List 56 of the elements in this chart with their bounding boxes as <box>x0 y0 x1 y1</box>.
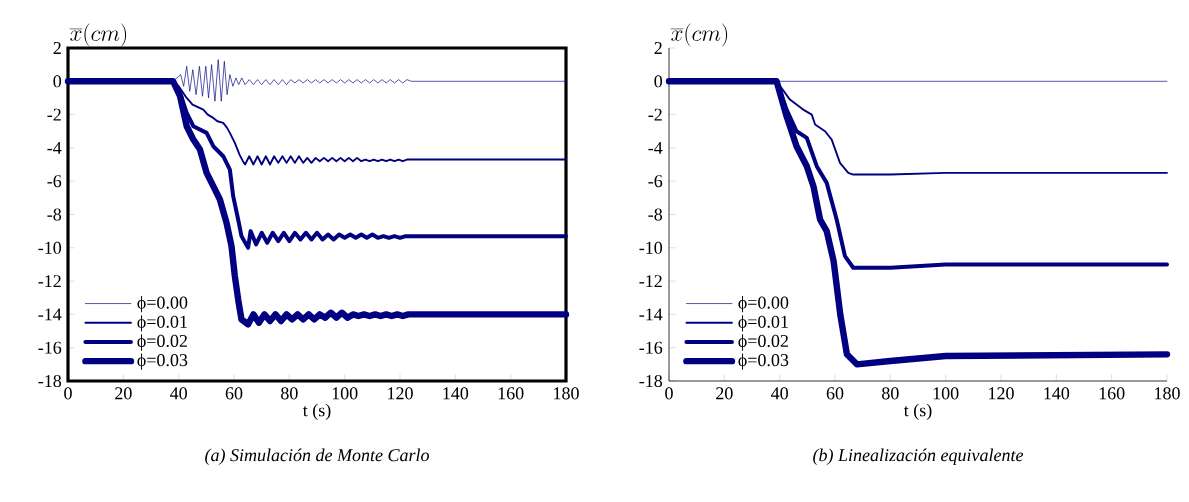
legend-label: ϕ=0.00 <box>738 295 789 313</box>
x-tick-label: 140 <box>1044 387 1070 400</box>
y-tick-label: 2 <box>53 42 61 54</box>
y-axis-title: $\overline{x}(cm)$ <box>670 23 728 47</box>
x-tick-label: 160 <box>498 387 524 400</box>
x-tick-label: 80 <box>882 387 899 400</box>
y-tick-label: -10 <box>639 241 663 254</box>
y-tick-label: 0 <box>654 75 663 88</box>
x-tick-label: 20 <box>115 387 132 400</box>
x-tick-label: 180 <box>1155 387 1180 400</box>
y-tick-label: -2 <box>648 108 662 121</box>
x-tick-label: 100 <box>332 387 358 400</box>
legend-label: ϕ=0.02 <box>738 334 788 351</box>
y-axis-title: $\overline{x}(cm)$ <box>69 23 127 47</box>
y-tick-label: -12 <box>38 275 61 288</box>
y-tick-label: -6 <box>47 175 62 188</box>
y-tick-label: -14 <box>38 308 62 321</box>
y-tick-label: -14 <box>639 308 663 321</box>
x-tick-label: 100 <box>933 387 959 400</box>
x-axis-title: t (s) <box>903 403 932 420</box>
x-tick-label: 80 <box>281 387 298 400</box>
x-tick-label: 180 <box>554 387 579 400</box>
y-tick-label: -16 <box>38 341 62 354</box>
text: (b) Linealización equivalente <box>813 448 1024 465</box>
y-tick-label: 0 <box>53 75 62 88</box>
y-tick-label: -16 <box>639 341 663 354</box>
y-tick-label: -10 <box>38 241 62 254</box>
legend-label: ϕ=0.00 <box>137 295 188 313</box>
y-tick-label: -4 <box>47 141 62 154</box>
x-tick-label: 40 <box>170 387 187 400</box>
x-axis-title: t (s) <box>302 403 331 420</box>
x-tick-label: 0 <box>665 387 673 400</box>
x-tick-label: 120 <box>989 387 1014 400</box>
legend-label: ϕ=0.03 <box>137 353 188 370</box>
y-tick-label: -18 <box>38 374 62 388</box>
y-tick-label: -18 <box>639 374 663 388</box>
legend-label: ϕ=0.03 <box>738 353 789 370</box>
y-tick-label: -4 <box>648 141 663 154</box>
x-tick-label: 0 <box>64 387 72 400</box>
y-tick-label: -8 <box>648 208 663 221</box>
x-tick-label: 40 <box>771 387 788 400</box>
x-tick-label: 60 <box>225 387 243 400</box>
y-tick-label: -2 <box>47 108 61 121</box>
text: (a) Simulación de Monte Carlo <box>205 448 429 465</box>
x-tick-label: 60 <box>826 387 844 400</box>
x-tick-label: 140 <box>443 387 469 400</box>
legend-label: ϕ=0.01 <box>738 315 788 332</box>
y-tick-label: 2 <box>654 42 662 54</box>
y-tick-label: -12 <box>639 275 662 288</box>
y-tick-label: -6 <box>648 175 663 188</box>
x-tick-label: 160 <box>1099 387 1125 400</box>
legend-label: ϕ=0.01 <box>137 315 187 332</box>
x-tick-label: 20 <box>716 387 733 400</box>
legend-label: ϕ=0.02 <box>137 334 187 351</box>
x-tick-label: 120 <box>388 387 413 400</box>
y-tick-label: -8 <box>47 208 62 221</box>
